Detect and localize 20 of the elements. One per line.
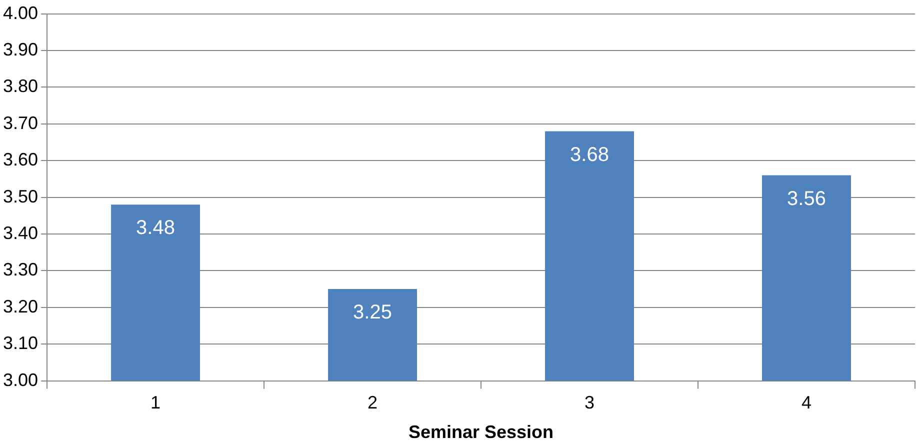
y-tick-label: 3.60 <box>2 150 38 170</box>
y-tick-label: 3.90 <box>2 39 38 60</box>
data-label: 3.56 <box>787 188 826 210</box>
y-tick-label: 3.10 <box>2 333 38 354</box>
x-axis-title: Seminar Session <box>408 422 554 442</box>
data-label: 3.25 <box>353 302 392 324</box>
y-tick-label: 3.40 <box>2 222 38 243</box>
y-tick-label: 4.00 <box>2 2 38 23</box>
y-tick-label: 3.30 <box>2 260 38 280</box>
x-tick-label: 4 <box>801 392 812 413</box>
data-label: 3.48 <box>136 217 175 240</box>
y-tick-label: 3.50 <box>2 186 38 206</box>
x-tick-label: 3 <box>584 392 595 413</box>
y-tick-label: 3.20 <box>2 296 38 316</box>
y-tick-label: 3.80 <box>2 76 38 96</box>
data-label: 3.68 <box>570 144 609 166</box>
y-tick-label: 3.00 <box>2 370 38 390</box>
x-tick-label: 1 <box>150 392 161 413</box>
x-tick-label: 2 <box>368 392 378 413</box>
y-tick-label: 3.70 <box>2 112 38 133</box>
